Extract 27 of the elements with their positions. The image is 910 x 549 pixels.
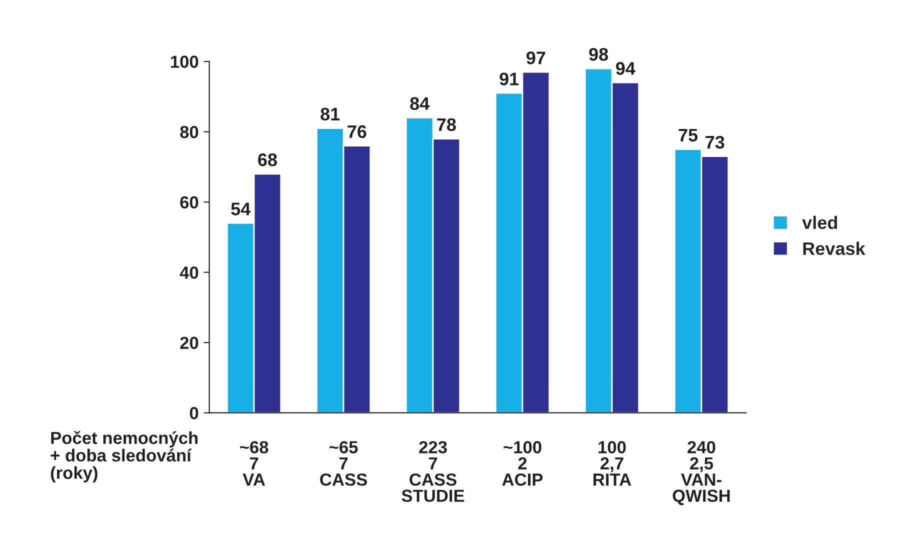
data-label: 68 bbox=[258, 153, 277, 166]
data-label: 97 bbox=[526, 52, 546, 64]
legend-label: vled bbox=[802, 216, 838, 230]
data-label: 91 bbox=[500, 72, 519, 86]
data-label: 84 bbox=[410, 97, 430, 110]
data-label: 98 bbox=[589, 48, 608, 61]
x-tick-label: 240 2,5 VAN- QWISH bbox=[672, 441, 730, 506]
data-label: 73 bbox=[706, 136, 724, 149]
y-tick-label: 60 bbox=[180, 196, 198, 208]
data-label: 75 bbox=[678, 128, 698, 142]
x-tick-label: ~68 7 VA bbox=[240, 441, 268, 486]
x-tick-label: 223 7 CASS STUDIE bbox=[402, 441, 464, 502]
legend-label: Revask bbox=[803, 242, 866, 256]
y-tick-label: 40 bbox=[180, 266, 198, 279]
data-label: 81 bbox=[320, 108, 340, 121]
data-label: 78 bbox=[437, 118, 456, 132]
y-tick-label: 100 bbox=[171, 56, 198, 68]
data-label: 94 bbox=[616, 62, 636, 75]
y-tick-label: 0 bbox=[190, 407, 198, 420]
x-tick-label: 100 2,7 RITA bbox=[594, 441, 632, 486]
y-tick-label: 80 bbox=[180, 126, 198, 138]
text: Počet nemocných + doba sledování (roky) bbox=[50, 430, 198, 482]
data-label: 76 bbox=[348, 125, 366, 138]
x-tick-label: ~65 7 CASS bbox=[320, 441, 367, 486]
x-tick-label: ~100 2 ACIP bbox=[502, 441, 543, 486]
data-label: 54 bbox=[231, 202, 251, 216]
y-tick-label: 20 bbox=[180, 336, 198, 350]
